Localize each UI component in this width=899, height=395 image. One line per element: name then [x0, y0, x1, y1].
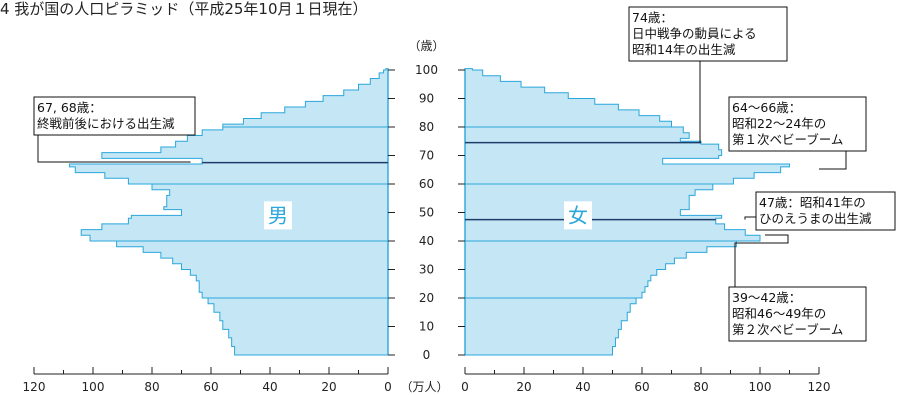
ann-67-68-callout: 67, 68歳：終戦前後における出生減 — [33, 96, 196, 163]
male-label-bg — [264, 201, 292, 230]
male-value-tick-label: 40 — [262, 380, 277, 394]
age-axis-label: （歳） — [408, 39, 444, 53]
ann-64-66-line: 昭和22～24年の — [732, 116, 826, 131]
ann-39-42-line: 第２次ベビーブーム — [732, 322, 843, 337]
age-tick-label: 50 — [419, 206, 434, 220]
ann-74-line: 昭和14年の出生減 — [632, 42, 736, 57]
ann-39-42-line: 39～42歳： — [732, 290, 801, 305]
ann-74-line: 74歳： — [632, 10, 673, 25]
female-value-tick-label: 100 — [749, 380, 772, 394]
age-tick-label: 80 — [419, 120, 434, 134]
female-label: 女 — [568, 203, 588, 227]
value-axis-label: （万人） — [400, 380, 448, 394]
female-value-tick-label: 80 — [693, 380, 708, 394]
sex-labels: 男女 — [264, 201, 592, 230]
male-value-tick-label: 20 — [321, 380, 336, 394]
annotations: 67, 68歳：終戦前後における出生減 74歳：日中戦争の動員による昭和14年の出… — [33, 6, 896, 342]
age-tick-label: 0 — [423, 348, 431, 362]
male-label: 男 — [268, 203, 288, 227]
chart-title: 4 我が国の人口ピラミッド（平成25年10月１日現在） — [0, 0, 368, 18]
ann-64-66-leader — [819, 145, 847, 170]
axes: 0 10 20 30 40 50 60 70 80 90 100 （歳） 120 100 80 60 40 20 0… — [23, 39, 831, 394]
female-value-tick-label: 120 — [808, 380, 831, 394]
male-value-tick-label: 60 — [203, 380, 218, 394]
ann-67-68-leader — [37, 129, 191, 163]
ann-47-line: 47歳：昭和41年の — [759, 195, 866, 210]
male-population-area — [68, 68, 389, 356]
ann-74-box — [628, 6, 788, 62]
age-tick-label: 60 — [419, 177, 434, 191]
male-value-tick-label: 80 — [144, 380, 159, 394]
male-value-tick-label: 0 — [384, 380, 392, 394]
female-value-tick-label: 40 — [575, 380, 590, 394]
ann-47-box — [755, 191, 896, 231]
ann-64-66-line: 第１次ベビーブーム — [732, 132, 843, 147]
age-tick-label: 30 — [419, 263, 434, 277]
age-tick-label: 40 — [419, 234, 434, 248]
female-value-tick-label: 0 — [461, 380, 469, 394]
ann-47-leader — [744, 216, 756, 220]
ann-67-68-box — [33, 96, 196, 136]
female-value-tick-label: 20 — [516, 380, 531, 394]
ann-74-line: 日中戦争の動員による — [632, 26, 757, 41]
ann-64-66-box — [728, 96, 867, 152]
ann-39-42-leader — [734, 234, 789, 287]
age-tick-label: 20 — [419, 291, 434, 305]
female-population-area — [464, 68, 790, 356]
ann-67-68-line: 67, 68歳： — [37, 100, 102, 115]
male-value-tick-label: 100 — [82, 380, 105, 394]
ann-39-42-box — [728, 286, 867, 342]
male-value-tick-label: 120 — [23, 380, 46, 394]
age-tick-label: 70 — [419, 149, 434, 163]
ann-39-42-line: 昭和46～49年の — [732, 306, 826, 321]
female-label-bg — [564, 201, 592, 230]
ann-67-68-line: 終戦前後における出生減 — [37, 116, 175, 131]
ann-64-66-line: 64～66歳： — [732, 100, 801, 115]
age-tick-label: 100 — [415, 63, 438, 77]
age-tick-label: 90 — [419, 92, 434, 106]
female-value-tick-label: 60 — [634, 380, 649, 394]
age-tick-label: 10 — [419, 320, 434, 334]
pyramid-bars — [68, 68, 790, 356]
ann-47-line: ひのえうまの出生減 — [759, 211, 872, 226]
